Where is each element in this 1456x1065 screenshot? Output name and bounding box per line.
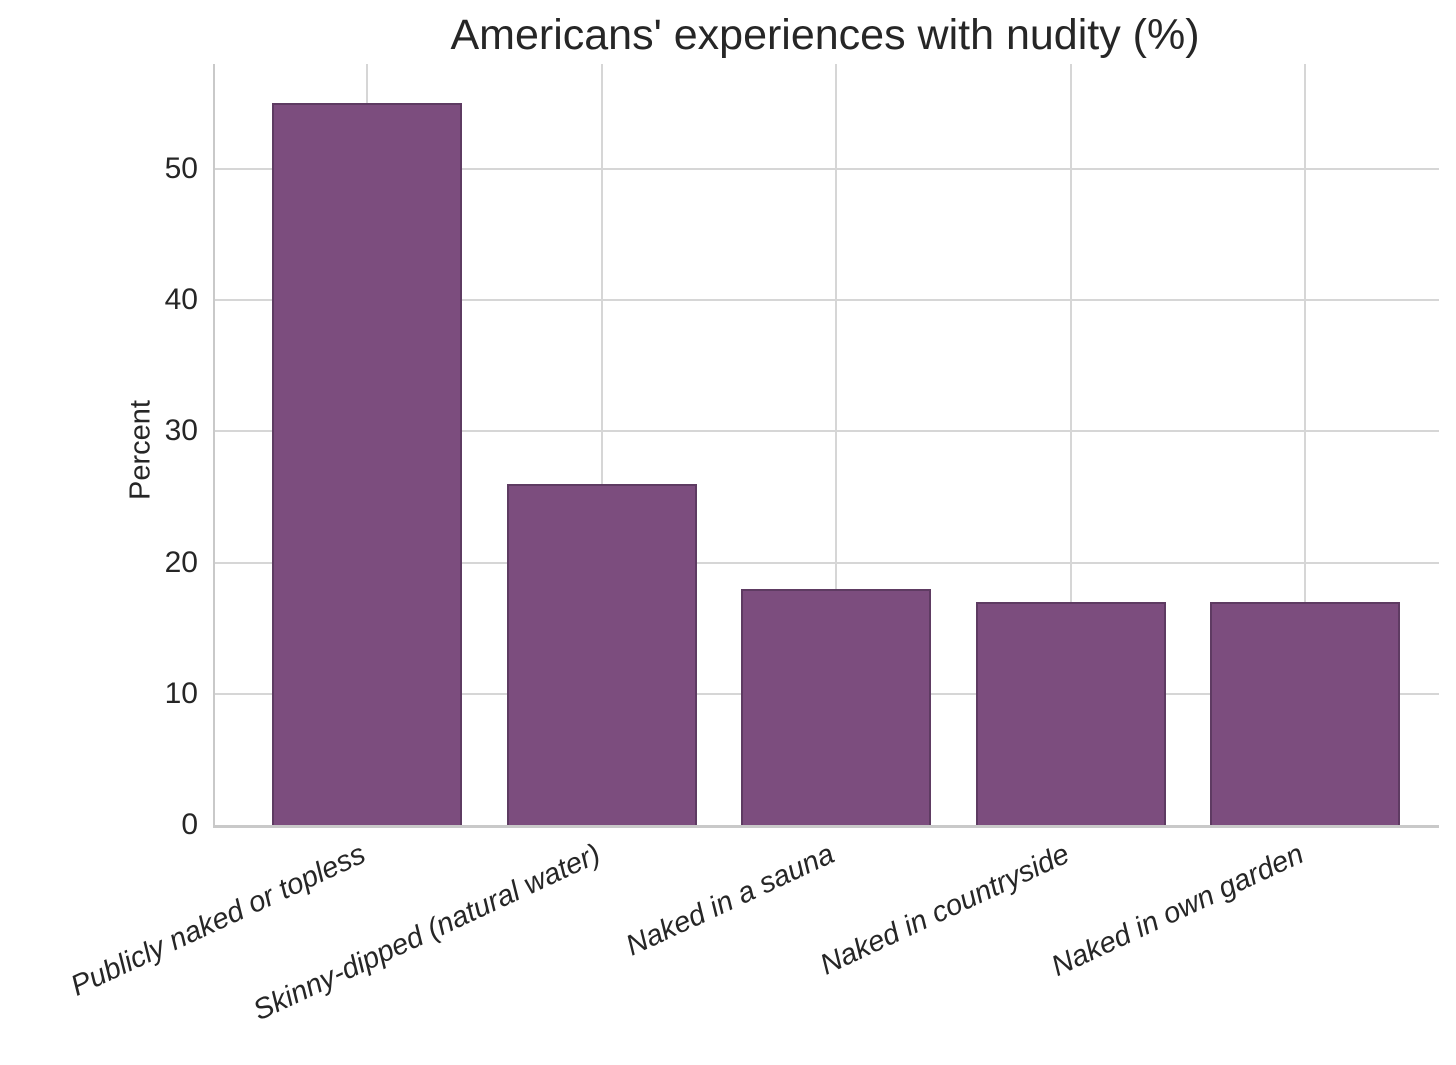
plot-area <box>213 64 1439 828</box>
y-tick-label: 40 <box>164 283 198 317</box>
vertical-gridline <box>835 64 837 825</box>
horizontal-gridline <box>215 299 1439 302</box>
horizontal-gridline <box>215 167 1439 170</box>
y-tick-label: 30 <box>164 414 198 448</box>
x-tick-label: Naked in a sauna <box>621 838 840 963</box>
y-tick-label: 10 <box>164 676 198 710</box>
vertical-gridline <box>600 64 603 825</box>
x-tick-label: Naked in countryside <box>815 838 1075 982</box>
vertical-gridline <box>1304 64 1306 825</box>
y-tick-label: 50 <box>164 151 198 185</box>
horizontal-gridline <box>215 430 1439 433</box>
horizontal-gridline <box>215 561 1439 564</box>
bar-4 <box>975 601 1166 825</box>
y-tick-label: 0 <box>181 808 198 841</box>
x-tick-label: Naked in own garden <box>1046 838 1309 983</box>
bar-3 <box>741 588 931 825</box>
bar-1 <box>272 103 462 825</box>
vertical-gridline <box>1069 64 1072 825</box>
chart-title: Americans' experiences with nudity (%) <box>450 11 1200 59</box>
bar-2 <box>506 483 697 825</box>
bar-5 <box>1210 601 1400 825</box>
y-tick-label: 20 <box>164 545 198 579</box>
